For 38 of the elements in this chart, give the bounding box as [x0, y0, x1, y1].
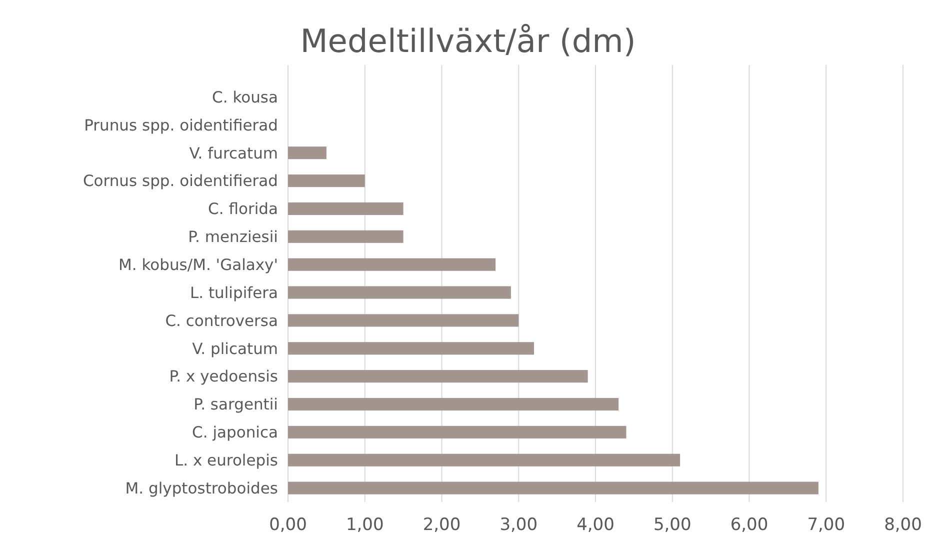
y-tick-label: C. japonica [192, 424, 278, 442]
x-tick-label: 3,00 [500, 515, 538, 535]
bar [288, 426, 626, 438]
y-tick-label: P. sargentii [194, 396, 278, 414]
y-tick-label: V. plicatum [192, 340, 278, 358]
bar [288, 482, 818, 494]
bar [288, 342, 534, 355]
bar [288, 258, 496, 271]
x-tick-label: 5,00 [653, 515, 692, 535]
bar [288, 398, 619, 411]
y-tick-label: Prunus spp. oidentifierad [84, 116, 278, 134]
x-tick-label: 0,00 [269, 515, 307, 535]
y-tick-label: L. tulipifera [190, 284, 278, 302]
bar [288, 286, 511, 299]
y-tick-label: M. kobus/M. 'Galaxy' [118, 256, 278, 274]
y-tick-label: C. florida [208, 200, 278, 218]
y-tick-label: L. x eurolepis [174, 452, 278, 470]
x-tick-label: 1,00 [346, 515, 384, 535]
y-tick-label: C. kousa [212, 88, 278, 106]
bar [288, 314, 519, 327]
y-tick-label: M. glyptostroboides [125, 479, 278, 498]
y-tick-label: P. menziesii [188, 228, 278, 246]
x-tick-label: 8,00 [884, 515, 922, 535]
x-tick-label: 4,00 [576, 515, 614, 535]
y-tick-label: P. x yedoensis [169, 368, 278, 386]
bar [288, 146, 326, 160]
bar [288, 174, 365, 188]
x-tick-label: 6,00 [730, 515, 768, 535]
x-tick-label: 2,00 [422, 515, 461, 535]
bar [288, 230, 404, 243]
x-tick-label: 7,00 [807, 515, 846, 535]
bar [288, 454, 680, 466]
y-tick-label: V. furcatum [189, 144, 278, 162]
bar [288, 370, 588, 383]
y-tick-label: C. controversa [165, 312, 278, 330]
bar [288, 202, 404, 215]
y-tick-label: Cornus spp. oidentifierad [82, 172, 278, 190]
chart-title: Medeltillväxt/år (dm) [300, 22, 636, 60]
